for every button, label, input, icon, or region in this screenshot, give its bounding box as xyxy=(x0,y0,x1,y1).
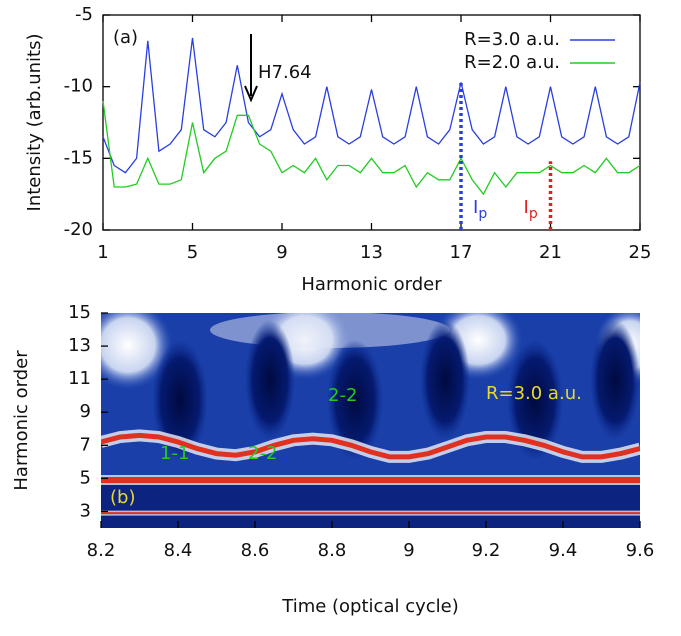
x-tick-label: 21 xyxy=(539,242,562,263)
y-axis-label: Intensity (arb.units) xyxy=(24,34,45,212)
panel-label: (a) xyxy=(113,27,138,48)
panel-label: (b) xyxy=(110,487,135,508)
ip-label: Ip xyxy=(473,197,487,222)
y-tick-label: 7 xyxy=(80,434,91,455)
y-axis-label: Harmonic order xyxy=(11,350,32,491)
x-tick-label: 5 xyxy=(187,242,198,263)
x-tick-label: 17 xyxy=(450,242,473,263)
legend-label: R=2.0 a.u. xyxy=(464,52,560,73)
x-tick-label: 9.4 xyxy=(549,540,578,561)
x-tick-label: 9.2 xyxy=(472,540,501,561)
y-tick-label: 9 xyxy=(80,401,91,422)
x-tick-label: 1 xyxy=(97,242,108,263)
y-tick-label: 15 xyxy=(68,302,91,323)
y-tick-label: -20 xyxy=(64,219,93,240)
x-tick-label: 8.2 xyxy=(87,540,116,561)
plot-frame xyxy=(102,14,641,231)
data-line xyxy=(102,37,641,174)
x-tick-label: 9 xyxy=(403,540,414,561)
ridge-line xyxy=(101,432,640,460)
heatmap-features xyxy=(101,429,640,516)
annotation: R=3.0 a.u. xyxy=(486,383,582,404)
ip-label: Ip xyxy=(524,197,538,222)
y-tick-label: 11 xyxy=(68,368,91,389)
y-tick-label: 13 xyxy=(68,335,91,356)
x-tick-label: 8.8 xyxy=(318,540,347,561)
x-tick-label: 8.4 xyxy=(164,540,193,561)
annotation: 2-2 xyxy=(328,385,357,406)
legend-label: R=3.0 a.u. xyxy=(464,29,560,50)
arrow xyxy=(244,34,258,103)
heatmap-background xyxy=(101,313,640,528)
y-tick-label: -10 xyxy=(64,76,93,97)
annotation: 2-2 xyxy=(248,443,277,464)
x-tick-label: 8.6 xyxy=(241,540,270,561)
y-tick-label: -5 xyxy=(75,4,93,25)
x-axis-label: Harmonic order xyxy=(301,274,442,295)
data-line xyxy=(102,100,641,196)
y-tick-label: 3 xyxy=(80,500,91,521)
x-tick-label: 25 xyxy=(629,242,652,263)
y-tick-label: -15 xyxy=(64,147,93,168)
x-axis-label: Time (optical cycle) xyxy=(281,596,458,617)
annotation: H7.64 xyxy=(258,62,312,83)
x-tick-label: 9.6 xyxy=(626,540,655,561)
annotation: 1-1 xyxy=(160,443,189,464)
y-tick-label: 5 xyxy=(80,467,91,488)
x-tick-label: 13 xyxy=(360,242,383,263)
x-tick-label: 9 xyxy=(276,242,287,263)
